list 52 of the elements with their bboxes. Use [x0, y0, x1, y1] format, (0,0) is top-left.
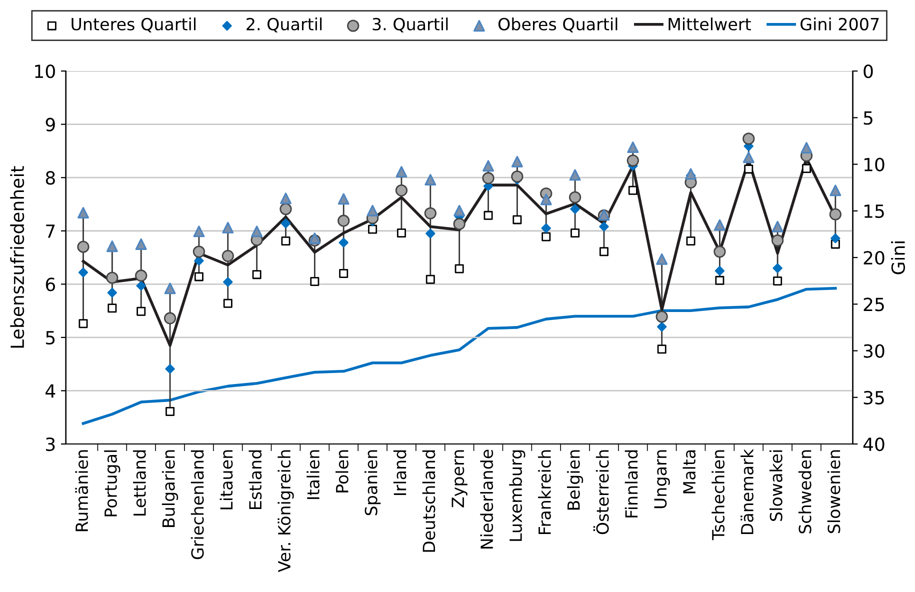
y2-tick-label: 10	[864, 158, 884, 172]
y-tick-label: 6	[46, 278, 56, 292]
y-axis-title: Lebenszufriedenheit	[10, 166, 24, 348]
y2-tick-label: 25	[864, 298, 884, 312]
x-tick-label: Italien	[306, 450, 320, 499]
y2-tick-label: 30	[864, 344, 884, 358]
x-tick-label: Portugal	[104, 450, 120, 516]
y-tick-label: 3	[46, 437, 55, 452]
legend-label: Oberes Quartil	[498, 18, 618, 32]
x-tick-label: Estland	[248, 450, 262, 509]
x-tick-label: Griechenland	[190, 450, 204, 560]
x-tick-label: Dänemark	[740, 448, 754, 534]
y2-tick-label: 15	[864, 204, 884, 218]
y-tick-label: 8	[46, 171, 55, 185]
y-tick-label: 9	[46, 118, 55, 132]
y-tick-label: 7	[46, 224, 55, 238]
y2-tick-label: 5	[864, 111, 872, 125]
x-tick-label: Belgien	[566, 450, 584, 510]
legend-label: Gini 2007	[800, 18, 879, 30]
y2-tick-label: 35	[864, 390, 884, 404]
y-tick-label: 5	[46, 331, 55, 345]
y2-tick-label: 0	[864, 64, 873, 78]
x-tick-label: Tschechien	[712, 450, 725, 540]
legend-label: Unteres Quartil	[72, 18, 196, 32]
legend-label: Mittelwert	[668, 18, 751, 30]
y2-axis-title: Gini	[891, 241, 906, 274]
x-tick-label: Ungarn	[654, 450, 670, 508]
y-tick-label: 4	[46, 384, 56, 398]
x-tick-label: Polen	[336, 450, 348, 492]
x-tick-label: Malta	[682, 450, 696, 494]
y-tick-label: 10	[35, 64, 55, 78]
legend-label: 2. Quartil	[246, 18, 322, 32]
x-tick-label: Rumänien	[75, 450, 88, 532]
y2-tick-label: 40	[863, 437, 884, 452]
x-tick-label: Frankreich	[538, 450, 551, 534]
x-tick-label: Deutschland	[422, 450, 436, 552]
x-tick-label: Zypern	[452, 450, 468, 508]
x-tick-label: Niederlande	[480, 450, 494, 549]
x-tick-label: Slowakei	[769, 450, 782, 521]
x-tick-label: Lettland	[133, 450, 146, 516]
x-tick-label: Litauen	[220, 450, 233, 510]
x-tick-label: Irland	[393, 450, 406, 495]
y2-tick-label: 20	[864, 250, 884, 265]
x-tick-label: Bulgarien	[162, 450, 178, 527]
x-tick-label: Luxemburg	[509, 450, 526, 541]
x-tick-label: Finnland	[624, 450, 638, 518]
x-tick-label: Slowenien	[827, 450, 840, 534]
x-tick-label: Spanien	[364, 450, 381, 516]
x-tick-label: Schweden	[798, 450, 812, 534]
legend-label: 3. Quartil	[372, 18, 448, 32]
x-tick-label: Österreich	[593, 450, 609, 534]
x-tick-label: Ver. Königreich	[278, 450, 294, 572]
